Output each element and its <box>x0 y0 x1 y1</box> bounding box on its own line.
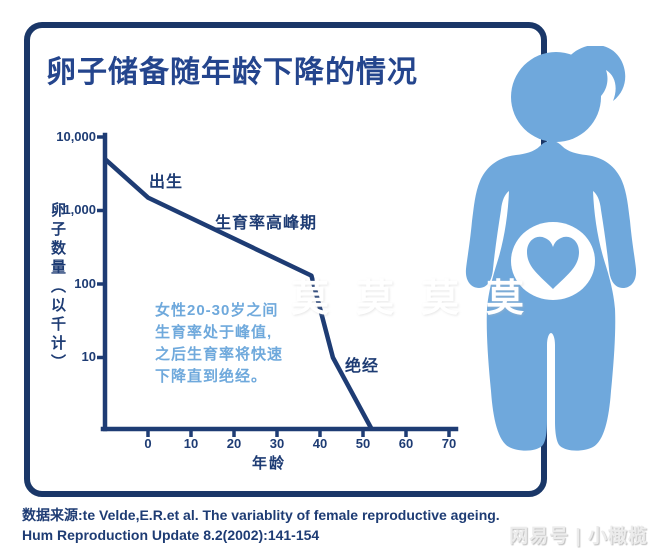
callout-line-2: 生育率处于峰值, <box>155 324 273 341</box>
callout-line-4: 下降直到绝经。 <box>155 368 268 385</box>
woman-head <box>511 52 601 142</box>
overlay-watermark: 莫莫莫莫 <box>291 278 552 320</box>
x-axis-title: 年龄 <box>252 455 287 472</box>
annotation-menopause: 绝经 <box>345 358 380 375</box>
x-tick-label-50: 50 <box>355 436 371 451</box>
annotation-birth: 出生 <box>149 174 184 191</box>
source-line-1: 数据来源:te Velde,E.R.et al. The variablity … <box>22 507 500 523</box>
callout-line-1: 女性20-30岁之间 <box>155 302 279 319</box>
y-tick-label-1000: 1,000 <box>63 202 96 217</box>
y-tick-label-10: 10 <box>81 349 96 364</box>
y-axis-title: 卵子数量（以千计） <box>49 202 66 373</box>
x-tick-label-70: 70 <box>441 436 457 451</box>
x-tick-label-60: 60 <box>398 436 414 451</box>
heart-icon <box>527 236 579 289</box>
egg-count-curve <box>103 157 374 431</box>
x-tick-label-0: 0 <box>144 436 152 451</box>
x-tick-label-40: 40 <box>312 436 328 451</box>
pregnant-woman-illustration <box>465 46 637 451</box>
publisher-watermark: 网易号 | 小橄榄 <box>509 526 648 547</box>
y-tick-label-10000: 10,000 <box>56 129 96 144</box>
annotation-peak-fertility: 生育率高峰期 <box>215 215 318 232</box>
page-title: 卵子储备随年龄下降的情况 <box>46 56 418 89</box>
data-source-citation: 数据来源:te Velde,E.R.et al. The variablity … <box>22 505 500 545</box>
y-tick-label-100: 100 <box>74 276 96 291</box>
fertility-callout-text: 女性20-30岁之间 生育率处于峰值, 之后生育率将快速 下降直到绝经。 <box>155 300 283 388</box>
callout-line-3: 之后生育率将快速 <box>155 346 284 363</box>
x-tick-label-10: 10 <box>183 436 199 451</box>
source-line-2: Hum Reproduction Update 8.2(2002):141-15… <box>22 527 320 543</box>
x-tick-label-20: 20 <box>226 436 242 451</box>
x-tick-label-30: 30 <box>269 436 285 451</box>
